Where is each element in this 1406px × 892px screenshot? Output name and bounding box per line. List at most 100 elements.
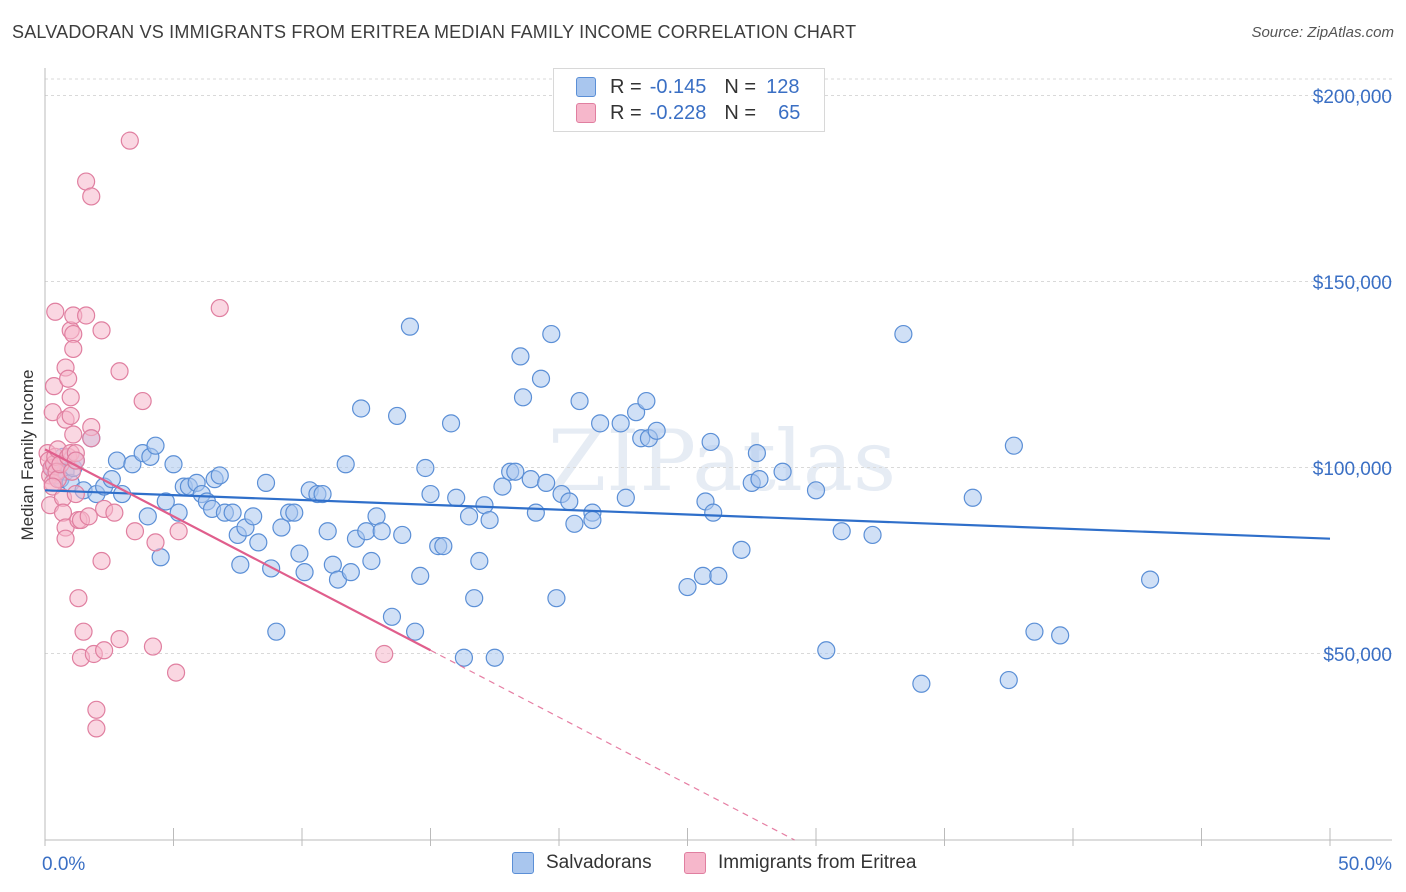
data-point bbox=[513, 388, 533, 407]
data-point bbox=[77, 306, 96, 325]
correlation-legend: R = -0.145 N = 128 R = -0.228 N = 65 bbox=[553, 68, 825, 132]
data-point bbox=[87, 719, 106, 738]
data-point bbox=[105, 503, 124, 522]
data-point bbox=[79, 507, 98, 526]
series-label: Salvadorans bbox=[546, 852, 652, 873]
data-point bbox=[44, 377, 64, 396]
data-point bbox=[336, 455, 355, 474]
data-point bbox=[678, 577, 697, 597]
blue-swatch bbox=[512, 852, 534, 874]
data-point bbox=[521, 470, 540, 489]
data-point bbox=[53, 503, 73, 522]
r-label: R = bbox=[610, 75, 642, 98]
data-point bbox=[64, 425, 83, 444]
data-point bbox=[352, 399, 371, 418]
data-point bbox=[120, 131, 139, 150]
data-point bbox=[256, 473, 276, 492]
data-point bbox=[64, 339, 83, 359]
data-point bbox=[74, 622, 93, 641]
data-point bbox=[107, 451, 127, 470]
data-point bbox=[416, 458, 435, 478]
tick-labels: $50,000 $100,000 $150,000 $200,000 0.0% 50.0% bbox=[42, 87, 1392, 875]
data-point bbox=[447, 488, 466, 507]
chart-title: SALVADORAN VS IMMIGRANTS FROM ERITREA ME… bbox=[12, 22, 857, 42]
data-point bbox=[616, 488, 635, 507]
series-eritrea bbox=[38, 131, 394, 738]
data-point bbox=[1025, 622, 1044, 641]
data-point bbox=[169, 522, 188, 541]
y-tick-label: $50,000 bbox=[1323, 645, 1392, 666]
data-point bbox=[249, 533, 268, 552]
y-axis-label: Median Family Income bbox=[18, 369, 37, 541]
data-point bbox=[732, 540, 751, 559]
data-point bbox=[313, 484, 332, 504]
data-point bbox=[750, 470, 769, 489]
data-point bbox=[143, 637, 163, 656]
data-point bbox=[832, 522, 851, 541]
data-point bbox=[806, 481, 826, 500]
data-point bbox=[912, 674, 931, 693]
bottom-legend-salvadorans[interactable]: Salvadorans bbox=[512, 852, 652, 874]
data-point bbox=[223, 503, 242, 522]
data-point bbox=[773, 462, 792, 481]
data-point bbox=[375, 644, 394, 664]
data-point bbox=[817, 641, 836, 660]
n-value: 65 bbox=[778, 101, 801, 124]
data-point bbox=[133, 391, 152, 411]
n-label: N = bbox=[724, 75, 757, 98]
data-point bbox=[400, 317, 420, 336]
data-point bbox=[166, 663, 186, 682]
data-point bbox=[318, 522, 337, 541]
data-point bbox=[372, 522, 391, 541]
data-point bbox=[272, 518, 291, 537]
data-point bbox=[110, 362, 129, 381]
data-point bbox=[387, 406, 407, 426]
blue-swatch bbox=[576, 77, 596, 97]
data-point bbox=[1004, 436, 1023, 455]
data-point bbox=[82, 187, 101, 206]
data-point bbox=[470, 551, 489, 571]
data-point bbox=[531, 369, 551, 388]
data-point bbox=[999, 670, 1018, 690]
data-point bbox=[411, 566, 430, 585]
data-point bbox=[611, 414, 630, 433]
data-point bbox=[146, 436, 165, 455]
data-point bbox=[59, 369, 78, 388]
pink-swatch bbox=[684, 852, 706, 874]
x-tick-label: 0.0% bbox=[42, 854, 85, 875]
data-point bbox=[295, 563, 314, 582]
data-point bbox=[583, 510, 602, 530]
data-point bbox=[82, 429, 101, 448]
data-point bbox=[382, 607, 402, 626]
data-point bbox=[244, 507, 263, 526]
data-point bbox=[1051, 626, 1070, 645]
data-point bbox=[480, 510, 499, 530]
r-label: R = bbox=[610, 101, 642, 124]
trend-lines bbox=[44, 448, 1331, 841]
data-point bbox=[459, 507, 479, 526]
data-point bbox=[66, 484, 85, 504]
trend-line-eritrea bbox=[44, 448, 432, 652]
data-point bbox=[56, 529, 75, 548]
data-point bbox=[357, 522, 376, 541]
bottom-legend-eritrea[interactable]: Immigrants from Eritrea bbox=[684, 852, 916, 874]
data-point bbox=[693, 566, 713, 585]
data-point bbox=[537, 473, 556, 492]
data-point bbox=[164, 455, 183, 474]
data-point bbox=[92, 321, 111, 340]
data-point bbox=[637, 391, 656, 411]
data-point bbox=[87, 700, 106, 719]
data-point bbox=[863, 525, 882, 545]
data-point bbox=[231, 555, 250, 574]
data-point bbox=[393, 525, 412, 545]
data-point bbox=[138, 507, 157, 526]
data-point bbox=[362, 551, 381, 571]
trend-line-salvadorans bbox=[44, 489, 1331, 540]
data-point bbox=[963, 488, 982, 507]
data-point bbox=[542, 324, 561, 344]
data-point bbox=[61, 406, 80, 426]
data-point bbox=[267, 622, 286, 641]
data-point bbox=[46, 302, 65, 321]
series-salvadorans bbox=[43, 317, 1160, 693]
